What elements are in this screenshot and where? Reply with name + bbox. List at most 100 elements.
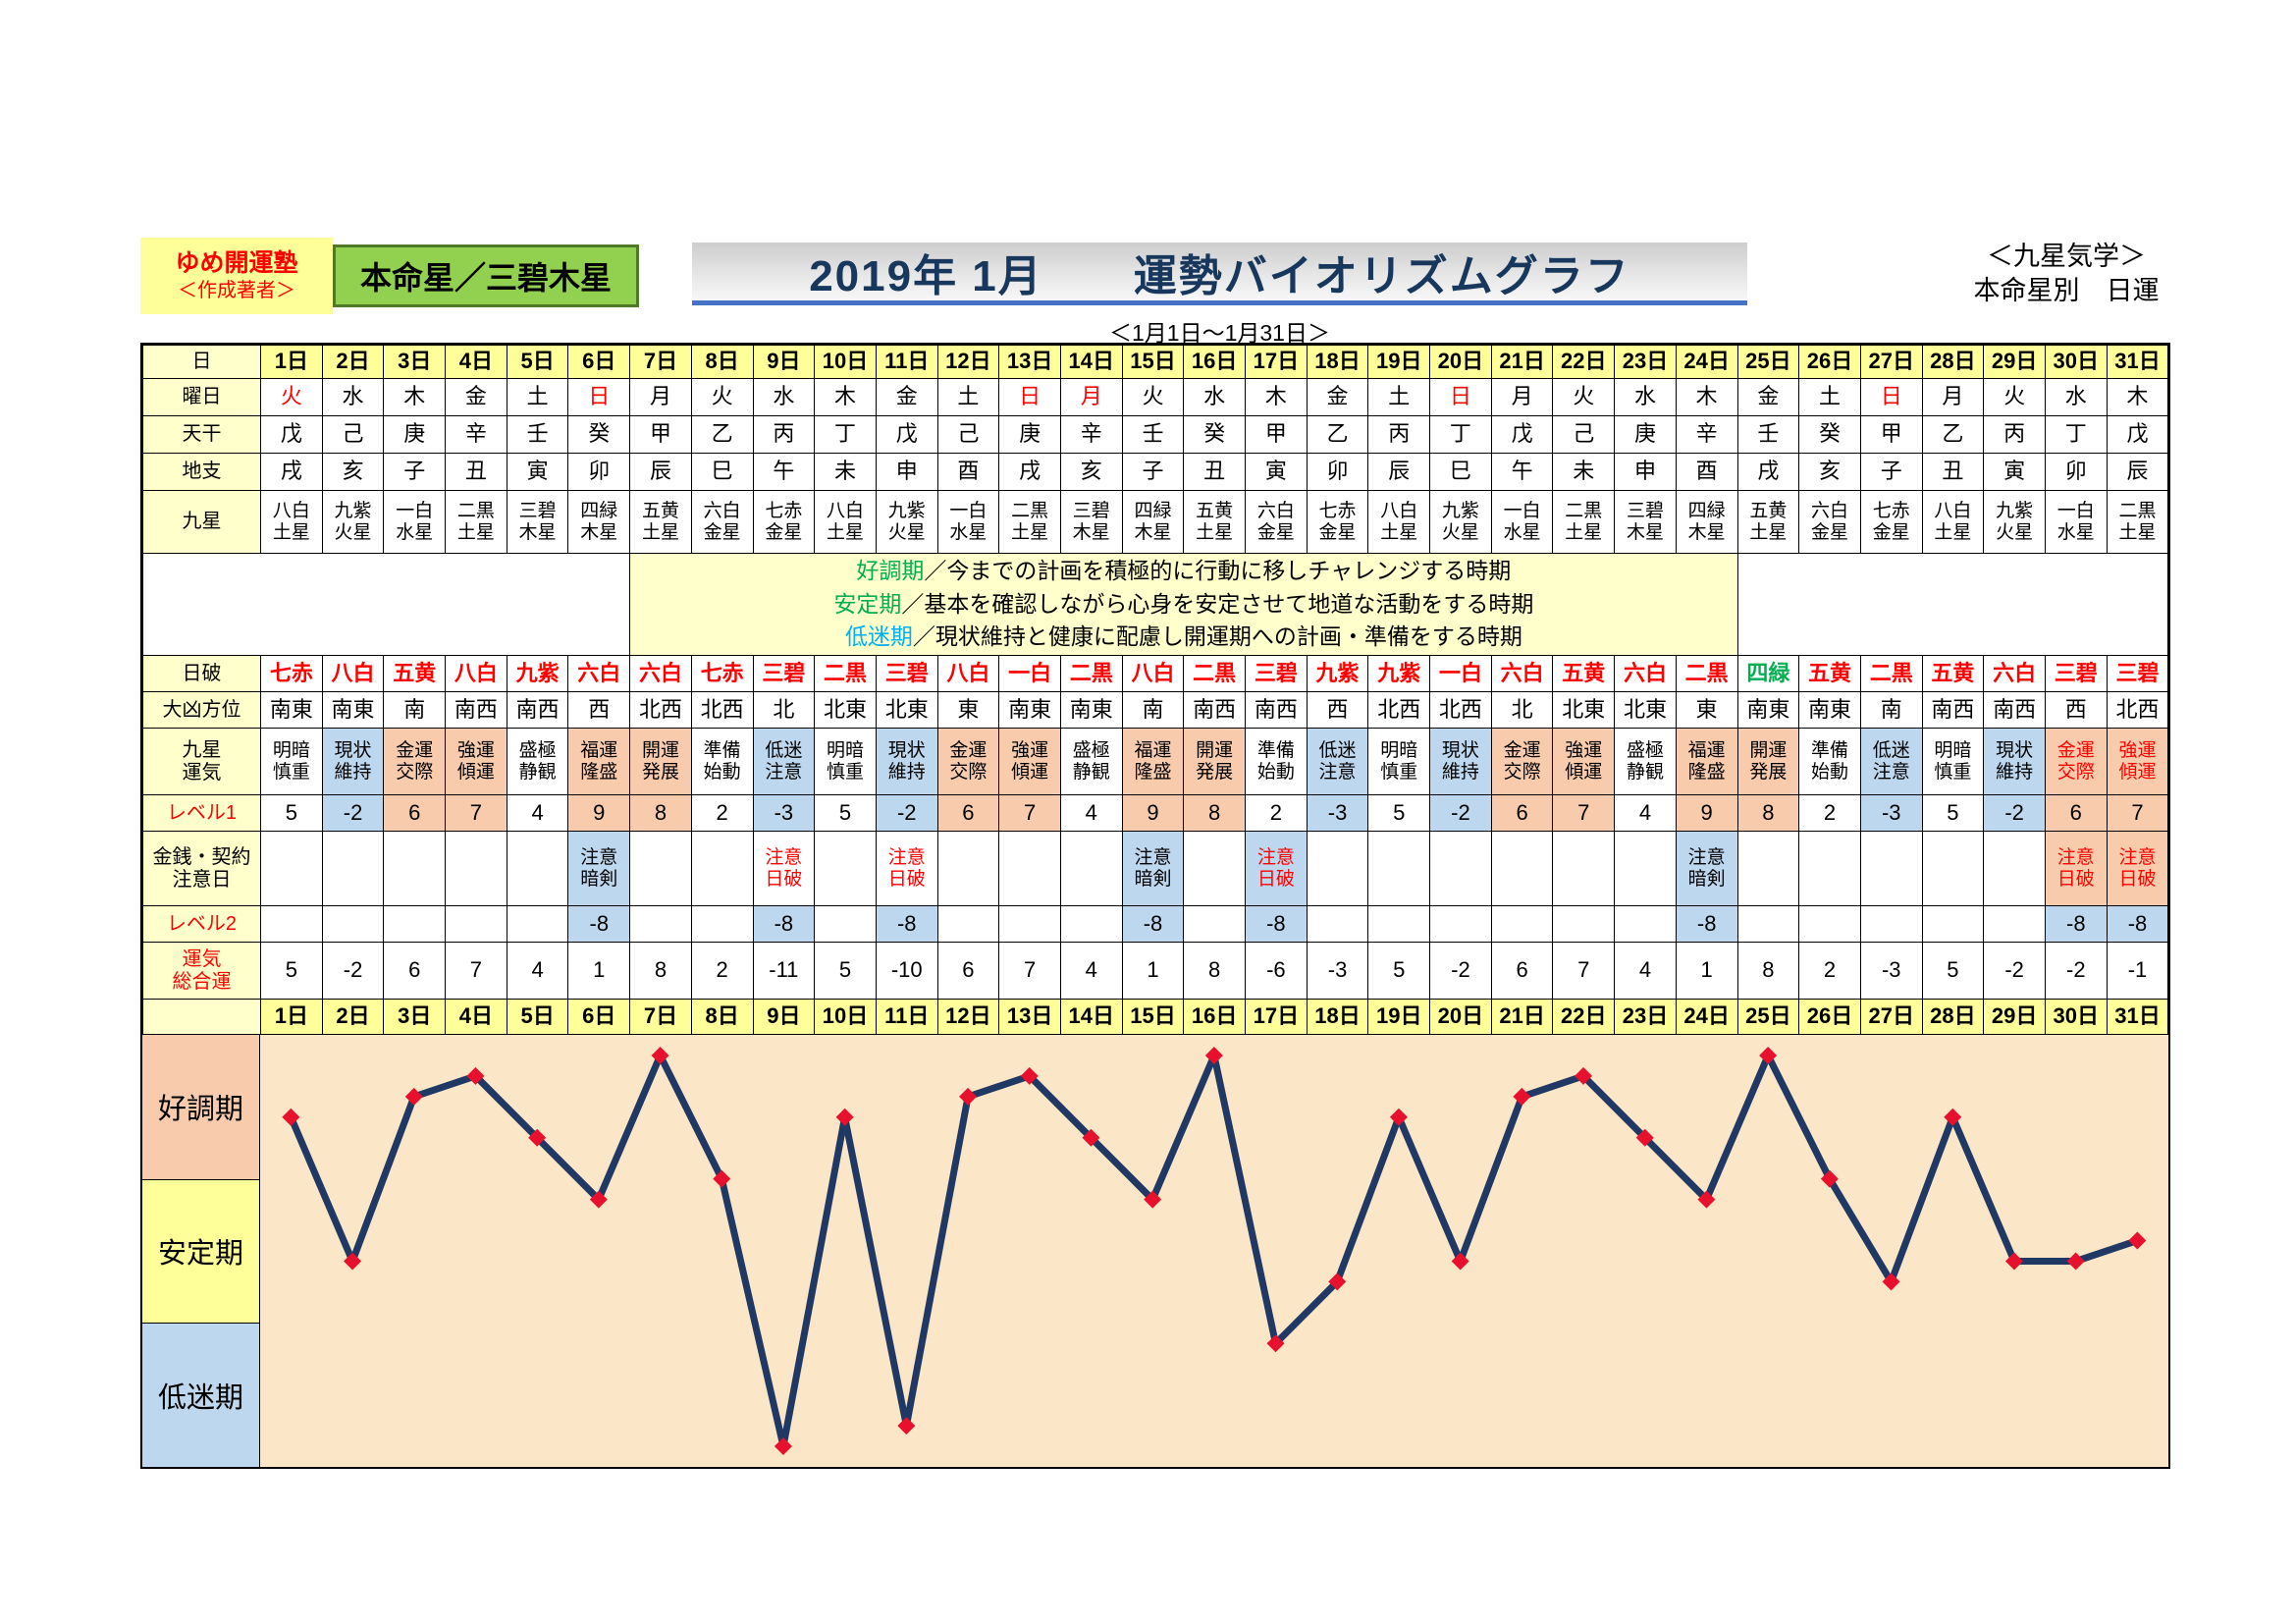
tenkan-day-13: 庚	[998, 415, 1061, 454]
chishi-day-22: 未	[1552, 453, 1616, 491]
kyusei-unki-day-12: 金運 交際	[936, 728, 1000, 795]
weekday-day-23: 水	[1614, 378, 1677, 416]
level2-day-3	[383, 905, 447, 943]
kyusei-day-17: 六白 金星	[1245, 490, 1308, 554]
day-header-day-24: 24日	[1675, 345, 1738, 379]
kinsen-chuui-day-1	[260, 831, 323, 906]
kyusei-unki-day-10: 明暗 慎重	[814, 728, 877, 795]
biorhythm-table: 日 1日 2日 3日 4日 5日 6日 7日 8日 9日 10日 11日 12日 13日 14日 15日 16日…	[141, 345, 2169, 1035]
kinsen-chuui-day-7	[629, 831, 692, 906]
legend-text: ／現状維持と健康に配慮し開運期への計画・準備をする時期	[912, 623, 1522, 650]
level1-day-4: 7	[445, 794, 507, 832]
sogo-un-day-16: 8	[1183, 942, 1246, 1000]
kyusei-day-29: 九紫 火星	[1983, 490, 2046, 554]
chishi-day-15: 子	[1121, 453, 1185, 491]
weekday-day-16: 水	[1183, 378, 1246, 416]
day-footer-day-25: 25日	[1736, 999, 1800, 1035]
tenkan-day-30: 丁	[2044, 415, 2108, 454]
tenkan-day-1: 戊	[260, 415, 323, 454]
level2-day-19	[1367, 905, 1431, 943]
chishi-day-24: 酉	[1675, 453, 1738, 491]
day-header-day-5: 5日	[506, 345, 569, 379]
kyusei-unki-day-18: 低迷 注意	[1306, 728, 1369, 795]
level1-day-19: 5	[1367, 794, 1431, 832]
level2-day-31: -8	[2106, 905, 2169, 943]
level2-day-22	[1552, 905, 1616, 943]
kyusei-unki-day-4: 強運 傾運	[445, 728, 507, 795]
day-footer-day-15: 15日	[1121, 999, 1185, 1035]
row-label-level1: レベル1	[142, 794, 261, 832]
kyusei-unki-day-27: 低迷 注意	[1859, 728, 1923, 795]
tenkan-day-11: 戊	[875, 415, 938, 454]
kyusei-unki-day-22: 強運 傾運	[1552, 728, 1616, 795]
kinsen-chuui-day-28	[1921, 831, 1985, 906]
weekday-day-24: 木	[1675, 378, 1738, 416]
chart-marker-day-25	[1759, 1046, 1778, 1064]
chishi-day-11: 申	[875, 453, 938, 491]
kyusei-unki-day-25: 開運 発展	[1736, 728, 1800, 795]
level2-day-16	[1183, 905, 1246, 943]
kyusei-unki-day-16: 開運 発展	[1183, 728, 1246, 795]
sogo-un-day-12: 6	[936, 942, 1000, 1000]
level2-day-30: -8	[2044, 905, 2108, 943]
tenkan-day-28: 乙	[1921, 415, 1985, 454]
chart-plot-area	[260, 1035, 2168, 1467]
sogo-un-day-22: 7	[1552, 942, 1616, 1000]
daikyo-hoi-day-9: 北	[752, 691, 816, 729]
daikyo-hoi-day-18: 西	[1306, 691, 1369, 729]
weekday-day-28: 月	[1921, 378, 1985, 416]
level2-day-21	[1490, 905, 1554, 943]
kigaku-header: ＜九星気学＞ 本命星別 日運	[1919, 240, 2214, 308]
level2-day-25	[1736, 905, 1800, 943]
weekday-day-27: 日	[1859, 378, 1923, 416]
kinsen-chuui-day-17: 注意 日破	[1245, 831, 1308, 906]
weekday-day-6: 日	[567, 378, 631, 416]
sogo-un-day-18: -3	[1306, 942, 1369, 1000]
kyusei-day-24: 四緑 木星	[1675, 490, 1738, 554]
chishi-day-7: 辰	[629, 453, 692, 491]
weekday-day-30: 水	[2044, 378, 2108, 416]
tenkan-day-23: 庚	[1614, 415, 1677, 454]
day-header-day-19: 19日	[1367, 345, 1431, 379]
level2-day-13	[998, 905, 1061, 943]
sogo-un-day-27: -3	[1859, 942, 1923, 1000]
kyusei-unki-day-29: 現状 維持	[1983, 728, 2046, 795]
chart-marker-day-19	[1389, 1108, 1408, 1126]
nippa-day-29: 六白	[1983, 655, 2046, 692]
day-footer-day-23: 23日	[1614, 999, 1677, 1035]
legend-line-3: 低迷期／現状維持と健康に配慮し開運期への計画・準備をする時期	[631, 621, 1736, 653]
daikyo-hoi-day-2: 南東	[321, 691, 385, 729]
kyusei-unki-day-21: 金運 交際	[1490, 728, 1554, 795]
kyusei-day-20: 九紫 火星	[1429, 490, 1492, 554]
tenkan-day-27: 甲	[1859, 415, 1923, 454]
chart-marker-day-31	[2128, 1231, 2147, 1250]
daikyo-hoi-day-27: 南	[1859, 691, 1923, 729]
day-footer-day-6: 6日	[567, 999, 631, 1035]
kyusei-day-26: 六白 金星	[1798, 490, 1861, 554]
chishi-day-16: 丑	[1183, 453, 1246, 491]
level1-day-28: 5	[1921, 794, 1985, 832]
chishi-day-26: 亥	[1798, 453, 1861, 491]
daikyo-hoi-day-22: 北東	[1552, 691, 1616, 729]
kyusei-unki-day-23: 盛極 静観	[1614, 728, 1677, 795]
weekday-day-15: 火	[1121, 378, 1185, 416]
legend-text: ／基本を確認しながら心身を安定させて地道な活動をする時期	[901, 590, 1534, 617]
nippa-day-26: 五黄	[1798, 655, 1861, 692]
kinsen-chuui-day-10	[814, 831, 877, 906]
daikyo-hoi-day-15: 南	[1121, 691, 1185, 729]
sogo-un-day-28: 5	[1921, 942, 1985, 1000]
day-header-day-9: 9日	[752, 345, 816, 379]
chart-marker-day-6	[589, 1190, 608, 1209]
nippa-day-2: 八白	[321, 655, 385, 692]
chart-marker-day-14	[1082, 1128, 1100, 1147]
level1-day-2: -2	[321, 794, 385, 832]
kinsen-chuui-day-2	[321, 831, 385, 906]
kyusei-day-5: 三碧 木星	[506, 490, 569, 554]
day-header-day-11: 11日	[875, 345, 938, 379]
chishi-day-5: 寅	[506, 453, 569, 491]
sogo-un-day-5: 4	[506, 942, 569, 1000]
daikyo-hoi-day-5: 南西	[506, 691, 569, 729]
kinsen-chuui-day-11: 注意 日破	[875, 831, 938, 906]
day-footer-day-19: 19日	[1367, 999, 1431, 1035]
tenkan-day-18: 乙	[1306, 415, 1369, 454]
